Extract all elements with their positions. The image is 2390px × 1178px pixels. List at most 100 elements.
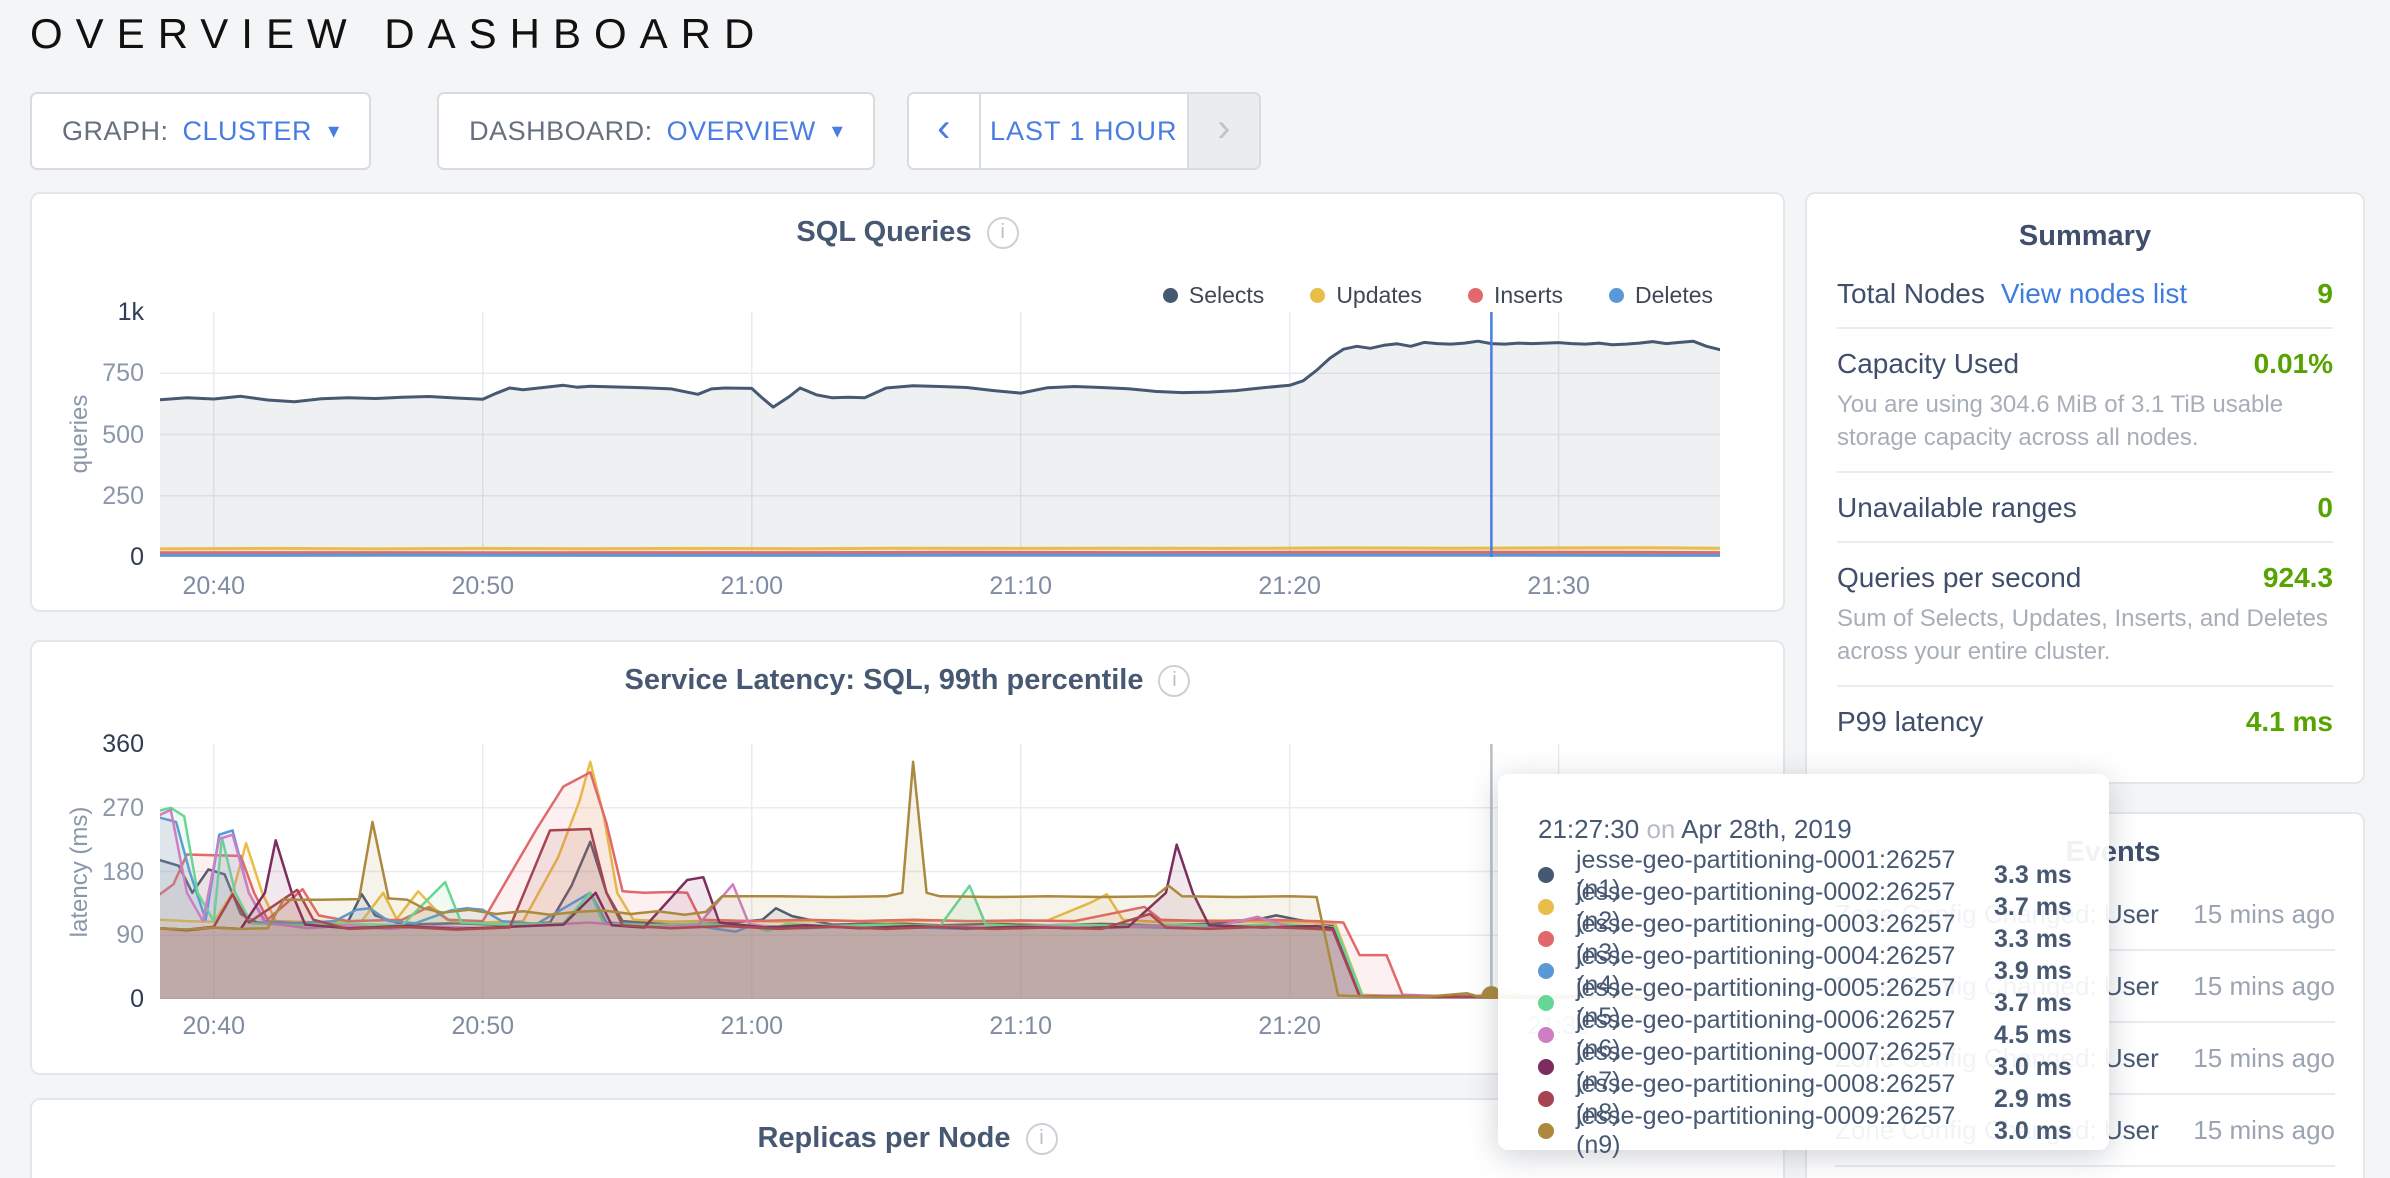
sql-ytick-1k: 1k [117, 298, 144, 326]
legend-dot-icon [1310, 288, 1326, 303]
legend-item-deletes[interactable]: Deletes [1609, 282, 1713, 309]
capacity-used-label: Capacity Used [1837, 348, 2020, 379]
latency-chart-title: Service Latency: SQL, 99th percentile [624, 664, 1144, 696]
legend-dot-icon [1467, 288, 1483, 303]
dashboard-dropdown-value: OVERVIEW [666, 115, 816, 146]
tooltip-rows: jesse-geo-partitioning-0001:26257 (n1) 3.… [1538, 846, 2073, 1159]
replicas-chart-title: Replicas per Node [757, 1122, 1011, 1154]
dashboard-dropdown-label: DASHBOARD: [469, 115, 653, 146]
tooltip-node-name: jesse-geo-partitioning-0009:26257 (n9) [1576, 1102, 1956, 1159]
tooltip-node-value: 3.7 ms [1994, 988, 2072, 1017]
legend-label: Updates [1336, 282, 1422, 308]
chevron-down-icon: ▾ [328, 118, 340, 143]
tooltip-node-name: jesse-geo-partitioning-0004:26257 (n4) [1576, 942, 1956, 999]
chevron-right-icon: › [1217, 106, 1231, 150]
chevron-down-icon: ▾ [831, 118, 843, 143]
total-nodes-label: Total Nodes [1837, 278, 1985, 309]
tooltip-node-row: jesse-geo-partitioning-0008:26257 (n8) 2.… [1538, 1070, 2073, 1127]
tooltip-node-value: 3.3 ms [1994, 860, 2072, 889]
tooltip-node-row: jesse-geo-partitioning-0005:26257 (n5) 3.… [1538, 974, 2073, 1031]
legend-item-updates[interactable]: Updates [1310, 282, 1422, 309]
legend-item-inserts[interactable]: Inserts [1467, 282, 1563, 309]
tooltip-node-row: jesse-geo-partitioning-0001:26257 (n1) 3.… [1538, 846, 2073, 903]
p99-latency-label: P99 latency [1837, 706, 1984, 737]
legend-dot-icon [1162, 288, 1178, 303]
latency-xtick-21:10: 21:10 [989, 1012, 1052, 1040]
latency-y-axis-ticks: 360 270 180 90 0 [32, 730, 144, 1013]
node-color-dot-icon [1538, 1027, 1554, 1043]
tooltip-node-value: 3.9 ms [1994, 956, 2072, 985]
sql-chart-header: SQL Queries i [32, 216, 1783, 249]
latency-plot-area[interactable] [160, 744, 1720, 999]
controls-bar: GRAPH: CLUSTER ▾ DASHBOARD: OVERVIEW ▾ ‹… [30, 92, 1261, 170]
sql-chart-canvas[interactable] [160, 312, 1720, 557]
event-timestamp: 15 mins ago [2193, 898, 2335, 929]
node-color-dot-icon [1538, 1091, 1554, 1107]
node-color-dot-icon [1538, 931, 1554, 947]
tooltip-node-value: 3.0 ms [1994, 1052, 2072, 1081]
tooltip-node-row: jesse-geo-partitioning-0003:26257 (n3) 3.… [1538, 910, 2073, 967]
tooltip-node-name: jesse-geo-partitioning-0003:26257 (n3) [1576, 910, 1956, 967]
qps-label: Queries per second [1837, 562, 2082, 593]
summary-row-unavailable-ranges: Unavailable ranges 0 [1837, 473, 2333, 543]
tooltip-node-row: jesse-geo-partitioning-0006:26257 (n6) 4.… [1538, 1006, 2073, 1063]
view-nodes-list-link[interactable]: View nodes list [2000, 278, 2188, 309]
node-color-dot-icon [1538, 867, 1554, 883]
sql-y-axis-ticks: 1k 750 500 250 0 [32, 298, 144, 571]
dashboard-dropdown[interactable]: DASHBOARD: OVERVIEW ▾ [437, 92, 875, 170]
qps-subtext: Sum of Selects, Updates, Inserts, and De… [1837, 605, 2328, 665]
legend-dot-icon [1609, 288, 1625, 303]
info-icon[interactable]: i [1025, 1122, 1058, 1155]
time-range-label[interactable]: LAST 1 HOUR [989, 115, 1178, 146]
graph-dropdown[interactable]: GRAPH: CLUSTER ▾ [30, 92, 372, 170]
tooltip-node-value: 3.3 ms [1994, 924, 2072, 953]
tooltip-node-name: jesse-geo-partitioning-0007:26257 (n7) [1576, 1038, 1956, 1095]
node-color-dot-icon [1538, 899, 1554, 915]
tooltip-node-value: 2.9 ms [1994, 1084, 2072, 1113]
node-color-dot-icon [1538, 963, 1554, 979]
tooltip-node-row: jesse-geo-partitioning-0009:26257 (n9) 3.… [1538, 1102, 2073, 1159]
node-color-dot-icon [1538, 995, 1554, 1011]
tooltip-node-value: 3.0 ms [1994, 1116, 2072, 1145]
page-title: OVERVIEW DASHBOARD [30, 10, 768, 57]
chevron-left-icon: ‹ [937, 106, 951, 150]
sql-ytick-750: 750 [102, 359, 144, 388]
latency-hover-dot [1481, 986, 1502, 999]
info-icon[interactable]: i [1158, 664, 1191, 697]
tooltip-date: Apr 28th, 2019 [1681, 814, 1852, 844]
qps-value: 924.3 [2262, 562, 2333, 593]
chart-hover-tooltip: 21:27:30 on Apr 28th, 2019 jesse-geo-par… [1498, 774, 2109, 1159]
tooltip-node-name: jesse-geo-partitioning-0008:26257 (n8) [1576, 1070, 1956, 1127]
tooltip-node-value: 4.5 ms [1994, 1020, 2072, 1049]
tooltip-time: 21:27:30 [1538, 814, 1640, 844]
summary-panel: Summary Total Nodes View nodes list 9 Ca… [1805, 192, 2365, 784]
replicas-per-node-panel: Replicas per Node i [30, 1098, 1785, 1178]
latency-xtick-20:40: 20:40 [182, 1012, 246, 1040]
event-timestamp: 15 mins ago [2193, 1042, 2335, 1073]
service-latency-panel: Service Latency: SQL, 99th percentile i … [30, 640, 1785, 1075]
graph-dropdown-label: GRAPH: [62, 115, 169, 146]
summary-row-capacity: Capacity Used 0.01% You are using 304.6 … [1837, 329, 2333, 473]
unavailable-ranges-label: Unavailable ranges [1837, 492, 2077, 523]
capacity-used-subtext: You are using 304.6 MiB of 3.1 TiB usabl… [1837, 391, 2284, 451]
time-range-prev-button[interactable]: ‹ [908, 94, 981, 168]
latency-xtick-20:50: 20:50 [451, 1012, 515, 1040]
total-nodes-value: 9 [2317, 278, 2333, 309]
sql-plot-area[interactable] [160, 312, 1720, 557]
p99-latency-value: 4.1 ms [2245, 706, 2333, 737]
tooltip-node-name: jesse-geo-partitioning-0002:26257 (n2) [1576, 878, 1956, 935]
sql-xtick-21:00: 21:00 [720, 572, 783, 600]
graph-dropdown-value: CLUSTER [182, 115, 313, 146]
legend-label: Selects [1188, 282, 1265, 308]
unavailable-ranges-value: 0 [2317, 492, 2333, 523]
node-color-dot-icon [1538, 1123, 1554, 1139]
latency-chart-canvas[interactable] [160, 744, 1720, 999]
sql-legend: Selects Updates Inserts Deletes [1162, 282, 1713, 309]
summary-row-qps: Queries per second 924.3 Sum of Selects,… [1837, 543, 2333, 687]
summary-row-total-nodes: Total Nodes View nodes list 9 [1837, 259, 2333, 329]
info-icon[interactable]: i [986, 216, 1019, 249]
legend-item-selects[interactable]: Selects [1162, 282, 1265, 309]
sql-chart-title: SQL Queries [796, 216, 972, 248]
time-range-next-button[interactable]: › [1186, 94, 1259, 168]
